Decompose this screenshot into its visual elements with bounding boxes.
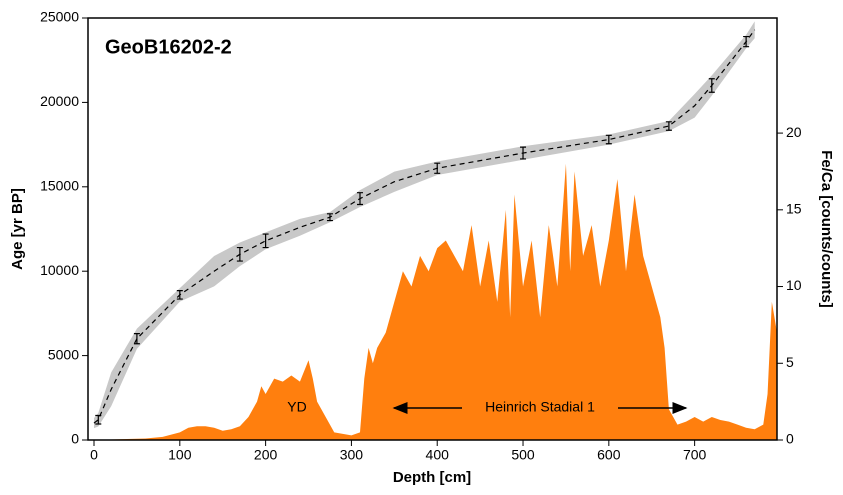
date-errorbar: [95, 414, 102, 425]
x-tick-label: 700: [683, 447, 707, 463]
y2-tick-label: 10: [786, 277, 802, 293]
date-errorbar: [743, 35, 750, 48]
date-errorbar: [236, 246, 243, 262]
date-errorbar: [605, 134, 612, 145]
y2-tick-label: 5: [786, 354, 794, 370]
date-errorbar: [434, 162, 441, 174]
y-tick-label: 15000: [40, 178, 79, 194]
date-errorbar: [176, 290, 183, 300]
x-tick-label: 400: [426, 447, 450, 463]
date-errorbar: [133, 333, 140, 345]
y2-axis-label: Fe/Ca [counts/counts]: [818, 150, 835, 308]
date-errorbar: [356, 192, 363, 206]
y-tick-label: 25000: [40, 9, 79, 25]
chart-title: GeoB16202-2: [105, 36, 232, 58]
x-tick-label: 200: [254, 447, 278, 463]
date-errorbar: [708, 78, 715, 93]
y-axis-label: Age [yr BP]: [9, 188, 26, 270]
y-tick-label: 10000: [40, 262, 79, 278]
y-tick-label: 0: [71, 431, 79, 447]
y2-tick-label: 20: [786, 124, 802, 140]
x-axis-label: Depth [cm]: [393, 469, 471, 486]
plot-frame: [87, 17, 778, 441]
annotation: Heinrich Stadial 1: [485, 399, 595, 415]
x-tick-label: 300: [340, 447, 364, 463]
date-errorbar: [262, 233, 269, 249]
x-tick-label: 500: [511, 447, 535, 463]
fe-ca-area: [94, 163, 777, 441]
y2-tick-label: 0: [786, 431, 794, 447]
date-errorbar: [520, 146, 527, 160]
x-tick-label: 0: [90, 447, 98, 463]
y-tick-label: 20000: [40, 93, 79, 109]
y2-tick-label: 15: [786, 201, 802, 217]
date-errorbar: [665, 121, 672, 131]
annotation: YD: [287, 399, 306, 415]
age-model-line: [93, 29, 756, 424]
y-tick-label: 5000: [48, 346, 79, 362]
x-tick-label: 100: [168, 447, 192, 463]
plot: [93, 21, 777, 441]
x-tick-label: 600: [597, 447, 621, 463]
date-errorbar: [326, 213, 333, 222]
